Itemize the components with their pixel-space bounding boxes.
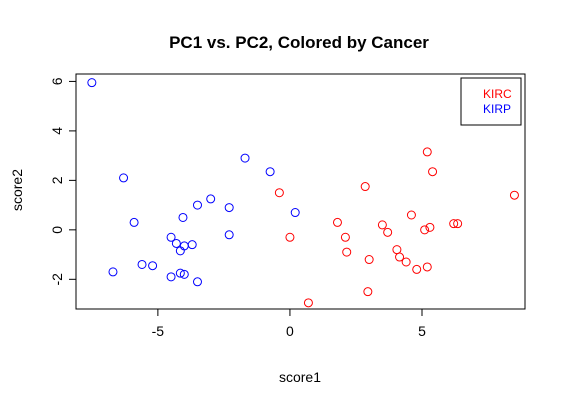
point-kirp: [206, 194, 216, 204]
data-points: [87, 78, 519, 308]
point-kirp: [265, 167, 275, 177]
point-kirc: [360, 182, 370, 192]
legend-label-kirp: KIRP: [483, 102, 511, 116]
point-kirc: [340, 232, 350, 242]
point-kirc: [377, 220, 387, 230]
point-kirc: [422, 262, 432, 272]
point-kirp: [290, 208, 300, 218]
point-kirp: [166, 232, 176, 242]
point-kirc: [425, 222, 435, 232]
point-kirc: [412, 264, 422, 274]
point-kirc: [428, 167, 438, 177]
x-tick-label: 5: [418, 323, 426, 339]
legend-box: [460, 77, 522, 126]
x-tick-label: -5: [152, 323, 165, 339]
point-kirp: [179, 241, 189, 251]
point-kirp: [192, 200, 202, 210]
point-kirp: [224, 230, 234, 240]
point-kirc: [274, 188, 284, 198]
plot-frame: [75, 73, 526, 310]
y-axis-label: score2: [9, 169, 25, 211]
point-kirc: [406, 210, 416, 220]
x-axis: -5 0 5: [152, 308, 426, 339]
point-kirc: [364, 255, 374, 265]
y-tick-label: 0: [49, 226, 65, 234]
point-kirc: [303, 298, 313, 308]
point-kirp: [119, 173, 129, 183]
y-tick-label: 6: [49, 77, 65, 85]
point-kirc: [449, 219, 459, 229]
point-kirp: [171, 238, 181, 248]
point-kirp: [148, 261, 158, 271]
point-kirc: [285, 232, 295, 242]
point-kirp: [179, 269, 189, 279]
point-kirp: [166, 272, 176, 282]
point-kirp: [187, 240, 197, 250]
point-kirc: [453, 219, 463, 229]
y-axis: -2 0 2 4 6: [49, 77, 76, 286]
point-kirc: [363, 287, 373, 297]
point-kirp: [175, 268, 185, 278]
point-kirc: [392, 245, 402, 255]
point-kirc: [332, 217, 342, 227]
y-tick-label: -2: [49, 273, 65, 286]
point-kirp: [87, 78, 97, 88]
point-kirc: [509, 190, 519, 200]
point-kirc: [395, 252, 405, 262]
x-axis-label: score1: [279, 369, 321, 385]
point-kirp: [192, 277, 202, 287]
point-kirp: [224, 203, 234, 213]
point-kirc: [422, 147, 432, 157]
point-kirp: [240, 153, 250, 163]
chart-title: PC1 vs. PC2, Colored by Cancer: [169, 33, 429, 52]
point-kirc: [401, 257, 411, 267]
y-tick-label: 2: [49, 176, 65, 184]
point-kirp: [178, 212, 188, 222]
y-tick-label: 4: [49, 127, 65, 135]
point-kirc: [383, 227, 393, 237]
point-kirp: [175, 246, 185, 256]
point-kirc: [342, 247, 352, 257]
legend-label-kirc: KIRC: [483, 87, 512, 101]
point-kirp: [108, 267, 118, 277]
point-kirp: [137, 259, 147, 269]
point-kirc: [420, 225, 430, 235]
point-kirp: [129, 217, 139, 227]
x-tick-label: 0: [286, 323, 294, 339]
